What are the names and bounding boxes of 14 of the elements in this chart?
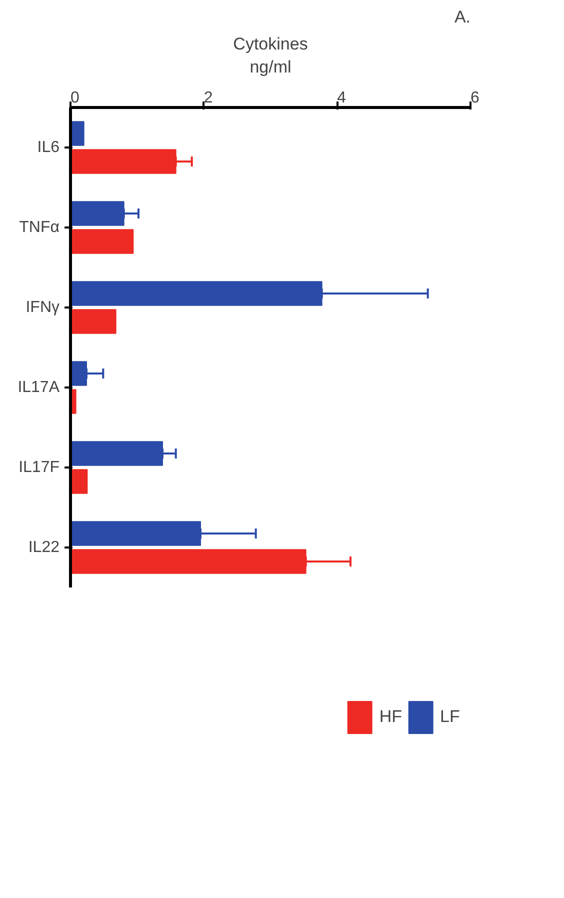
legend-label: LF xyxy=(440,707,460,727)
x-tick-label: 4 xyxy=(337,90,346,106)
y-tick-label: TNFα xyxy=(19,219,60,236)
y-tick-label: IL6 xyxy=(37,139,60,156)
x-axis-title: Cytokines ng/ml xyxy=(233,34,308,76)
y-tick-label: IL22 xyxy=(28,539,60,556)
x-tick-label: 2 xyxy=(204,90,213,106)
y-tick-label: IFNγ xyxy=(26,299,60,316)
text: A. xyxy=(454,8,470,26)
y-tick-label: IL17F xyxy=(18,459,60,476)
y-tick-label: IL17A xyxy=(18,379,60,396)
x-tick-label: 6 xyxy=(470,90,480,106)
legend-label: HF xyxy=(379,707,402,727)
x-tick-label: 0 xyxy=(70,90,80,106)
